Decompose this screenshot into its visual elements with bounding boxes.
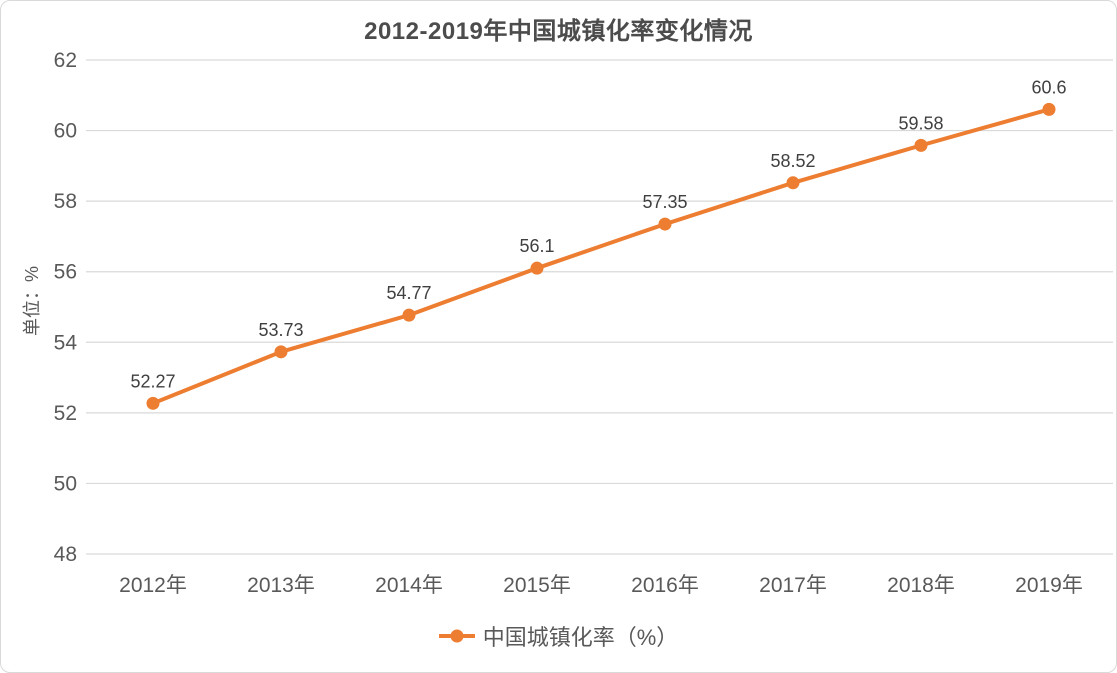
data-point-label: 54.77 xyxy=(386,283,431,303)
y-tick-label: 56 xyxy=(54,261,77,284)
data-point-label: 53.73 xyxy=(258,320,303,340)
data-point-label: 59.58 xyxy=(898,113,943,133)
legend-label: 中国城镇化率（%） xyxy=(482,625,679,650)
data-point-marker xyxy=(658,217,672,231)
data-point-marker xyxy=(530,261,544,275)
data-point-marker xyxy=(402,308,416,322)
data-point-label: 57.35 xyxy=(642,192,687,212)
x-tick-label: 2012年 xyxy=(119,574,187,597)
line-chart-plot-area: 48 50 52 54 56 58 60 62 2012年 2013年 2014年 2015年 2016… xyxy=(54,49,1113,597)
data-point-label: 60.6 xyxy=(1031,77,1066,97)
data-point-label: 56.1 xyxy=(519,236,554,256)
y-tick-label: 54 xyxy=(54,331,78,354)
x-tick-label: 2019年 xyxy=(1015,574,1083,597)
x-tick-label: 2015年 xyxy=(503,574,571,597)
y-tick-label: 52 xyxy=(54,402,77,425)
x-tick-label: 2017年 xyxy=(759,574,827,597)
x-tick-label: 2014年 xyxy=(375,574,443,597)
y-tick-label: 60 xyxy=(54,120,77,143)
x-tick-label: 2018年 xyxy=(887,574,955,597)
data-point-marker xyxy=(274,345,288,359)
y-tick-label: 50 xyxy=(54,472,77,495)
data-point-marker xyxy=(914,138,928,152)
chart-title: 2012-2019年中国城镇化率变化情况 xyxy=(364,18,753,45)
data-point-label: 52.27 xyxy=(130,371,175,391)
data-point-marker xyxy=(146,396,160,410)
legend-line-marker-icon xyxy=(438,629,475,643)
series-line xyxy=(151,107,1051,406)
y-tick-label: 48 xyxy=(54,543,77,566)
x-tick-label: 2013年 xyxy=(247,574,315,597)
y-tick-label: 62 xyxy=(54,49,77,72)
data-point-label: 58.52 xyxy=(770,151,815,171)
data-point-marker xyxy=(786,176,800,190)
data-point-marker xyxy=(1042,102,1056,116)
legend: 中国城镇化率（%） xyxy=(1,620,1116,652)
y-tick-label: 58 xyxy=(54,190,77,213)
x-tick-label: 2016年 xyxy=(631,574,699,597)
